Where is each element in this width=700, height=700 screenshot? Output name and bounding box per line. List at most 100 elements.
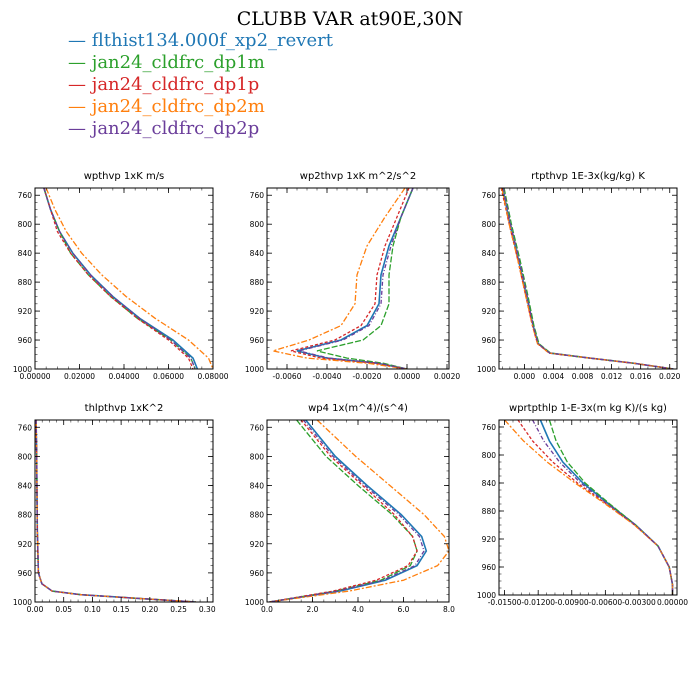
panel-1-series [272,188,414,369]
panel-3-ytick-label-1: 800 [18,452,33,461]
panel-2-series-1 [503,188,674,369]
legend-label-2: jan24_cldfrc_dp1p [91,74,260,95]
panel-3-ytick-label-5: 960 [18,569,33,578]
panel-5-xtick-label-0: -0.01500 [488,598,522,607]
panel-1-ytick-label-1: 800 [250,220,265,229]
panel-0-series-2 [43,188,194,369]
panel-1-series-3 [272,188,408,369]
panel-2-series-4 [502,188,674,369]
panel-0-xtick-label-1: 0.02000 [64,372,95,381]
panel-4-series [269,420,449,602]
panel-5-xtick-label-1: -0.01200 [521,598,555,607]
panel-5-xtick-label-2: -0.00900 [555,598,589,607]
panel-3-ytick-label-0: 760 [18,423,33,432]
panel-4-series-4 [269,420,425,602]
panel-0: wpthvp 1xK m/s 760 800 840 880 920 960 10000.00… [13,171,229,381]
panel-1-xtick-label-3: 0.0000 [394,372,420,381]
panel-4-xtick-label-2: 4.0 [352,605,364,614]
panel-2-series-2 [500,188,674,369]
panel-5-series-2 [517,420,674,595]
panel-1-series-2 [290,188,410,369]
panel-1-xtick-label-2: -0.0020 [353,372,382,381]
panel-1-series-4 [298,188,414,369]
panel-4-ytick-label-4: 920 [250,540,265,549]
panel-1-ytick-label-5: 960 [250,336,265,345]
panel-4-series-2 [269,420,418,602]
panel-4-xtick-label-0: 0.0 [261,605,273,614]
panel-2-series-3 [501,188,674,369]
panel-4-ytick-label-0: 760 [250,423,265,432]
legend-item-1: — jan24_cldfrc_dp1m [68,52,333,74]
panel-3-xtick-label-1: 0.05 [55,605,72,614]
panel-1-xtick-label-1: -0.0040 [313,372,342,381]
panel-3-xtick-label-4: 0.20 [141,605,158,614]
legend-label-4: jan24_cldfrc_dp2p [91,118,260,139]
panel-3-xtick-label-5: 0.25 [170,605,187,614]
panel-0-xtick-label-4: 0.08000 [197,372,228,381]
panel-1-ytick-label-0: 760 [250,191,265,200]
panel-5: wprtpthlp 1-E-3x(m kg K)/(s kg) 760 800 840… [477,403,688,607]
panel-1-title: wp2thvp 1xK m^2/s^2 [300,171,416,182]
legend-item-4: — jan24_cldfrc_dp2p [68,118,333,140]
panel-4-ytick-label-2: 840 [250,482,265,491]
legend-item-3: — jan24_cldfrc_dp2m [68,96,333,118]
panel-3-ytick-label-2: 840 [18,482,33,491]
panel-4-xtick-label-3: 6.0 [398,605,410,614]
panel-3-ytick-label-4: 920 [18,540,33,549]
panel-5-series-1 [548,420,674,595]
panel-1-frame [266,187,450,370]
panel-2-title: rtpthvp 1E-3x(kg/kg) K [531,171,645,182]
panel-5-title: wprtpthlp 1-E-3x(m kg K)/(s kg) [509,403,667,414]
panel-5-ytick-label-3: 880 [482,507,497,516]
panel-4-xtick-label-4: 8.0 [443,605,455,614]
page-title: CLUBB VAR at90E,30N [236,8,464,30]
panel-3-ytick-label-6: 1000 [13,598,32,607]
panel-3-series-4 [35,420,196,602]
panel-0-ytick-label-5: 960 [18,336,33,345]
panel-4-frame [266,419,450,603]
legend-line-2: — [68,74,92,95]
panel-0-xtick-label-3: 0.06000 [153,372,184,381]
panel-0-ytick-label-3: 880 [18,278,33,287]
panel-5-ytick-label-0: 760 [482,423,497,432]
panel-3-series-2 [35,420,196,602]
panel-4-ytick-label-6: 1000 [245,598,264,607]
panel-3-series-0 [35,420,196,602]
panel-4-series-0 [269,420,428,602]
panel-5-ytick-label-6: 1000 [477,591,496,600]
panel-2-ytick-label-2: 840 [482,249,497,258]
legend-label-0: flthist134.000f_xp2_revert [91,30,333,51]
panel-1-series-1 [316,188,414,369]
panel-2-frame [498,187,678,370]
panel-4-ytick-label-5: 960 [250,569,265,578]
panel-4-series-1 [269,420,418,602]
panel-2-xtick-label-2: 0.008 [572,372,594,381]
panel-1-xtick-label-4: 0.0020 [434,372,460,381]
panel-2-ytick-label-6: 1000 [477,365,496,374]
panel-0-series [43,188,213,369]
panel-2-ytick-label-3: 880 [482,278,497,287]
legend-label-1: jan24_cldfrc_dp1m [91,52,265,73]
panel-1-ytick-label-6: 1000 [245,365,264,374]
panel-4-ytick-label-1: 800 [250,452,265,461]
panel-2-xtick-label-5: 0.020 [659,372,681,381]
panel-5-xtick-label-4: -0.00300 [622,598,656,607]
panel-0-series-4 [43,188,196,369]
panel-3-title: thlpthvp 1xK^2 [85,403,164,414]
panel-3-xtick-label-6: 0.30 [199,605,216,614]
legend-item-2: — jan24_cldfrc_dp1p [68,74,333,96]
panel-5-xtick-label-5: 0.00000 [657,598,688,607]
panel-5-series-3 [504,420,674,595]
panel-4: wp4 1x(m^4)/(s^4) 760 800 840 880 920 960 10000… [245,403,455,614]
panel-3-xtick-label-0: 0.00 [27,605,44,614]
panel-1: wp2thvp 1xK m^2/s^2 760 800 840 880 920 960 100… [245,171,460,381]
panel-0-series-0 [43,188,199,369]
legend-line-0: — [68,30,92,51]
panel-2-xtick-label-4: 0.016 [630,372,652,381]
panel-2-ytick-label-4: 920 [482,307,497,316]
panel-2-ytick-label-0: 760 [482,191,497,200]
panel-0-ytick-label-0: 760 [18,191,33,200]
panel-0-frame [34,187,214,370]
panel-5-ytick-label-1: 800 [482,451,497,460]
